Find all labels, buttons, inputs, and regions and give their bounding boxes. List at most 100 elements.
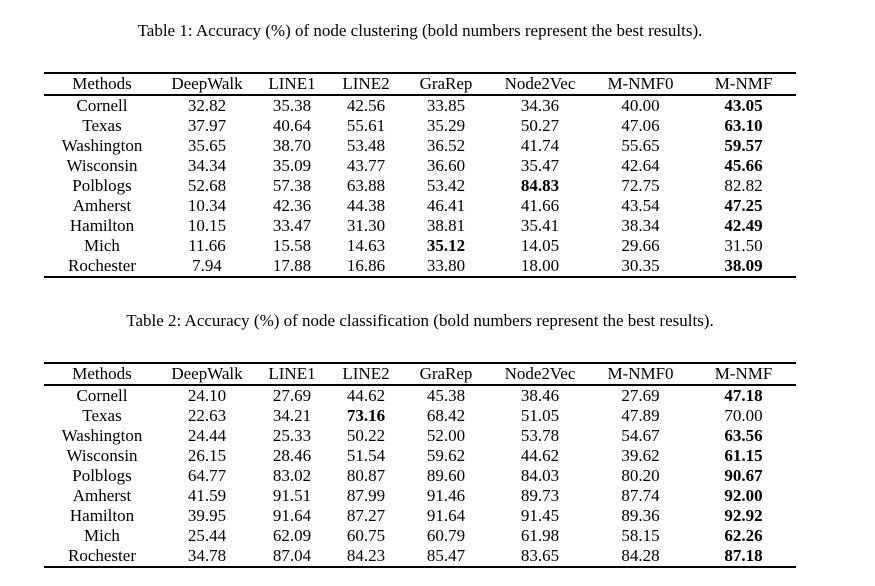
table-1-caption: Table 1: Accuracy (%) of node clustering… xyxy=(137,21,703,40)
value-cell: 27.69 xyxy=(272,386,312,405)
table-row: Wisconsin 34.34 35.09 43.77 36.60 35.47 42.64 4… xyxy=(44,156,796,176)
value-cell: 10.15 xyxy=(187,216,227,235)
value-cell: 85.47 xyxy=(426,546,466,565)
value-cell: 89.36 xyxy=(621,506,660,525)
table-row: Texas 22.63 34.21 73.16 68.42 51.05 47.89 70.00 xyxy=(44,406,796,426)
value-cell: 91.46 xyxy=(426,486,466,505)
table-2-figure: Table 2: Accuracy (%) of node classifica… xyxy=(44,278,796,568)
value-cell: 80.20 xyxy=(621,466,660,485)
value-cell: 34.36 xyxy=(520,96,560,115)
value-cell: 84.03 xyxy=(520,466,560,485)
value-cell: 50.22 xyxy=(346,426,386,445)
value-cell: 33.80 xyxy=(426,256,466,275)
value-cell: 27.69 xyxy=(621,386,660,405)
value-cell: 44.62 xyxy=(520,446,560,465)
value-cell: 82.82 xyxy=(724,176,763,195)
table-row: Polblogs 64.77 83.02 80.87 89.60 84.03 80.20 90… xyxy=(44,466,796,486)
table-row: Polblogs 52.68 57.38 63.88 53.42 84.83 72.75 82… xyxy=(44,176,796,196)
value-cell: 38.34 xyxy=(621,216,660,235)
table-1-body: Cornell 32.82 35.38 42.56 33.85 34.36 40.00 43.… xyxy=(44,95,796,277)
best-value-cell: 90.67 xyxy=(724,466,763,485)
value-cell: 28.46 xyxy=(272,446,312,465)
value-cell: 29.66 xyxy=(621,236,660,255)
best-value-cell: 92.92 xyxy=(724,506,763,525)
value-cell: 37.97 xyxy=(187,116,227,135)
value-cell: 33.47 xyxy=(272,216,312,235)
method-cell: Wisconsin xyxy=(66,446,138,465)
value-cell: 83.65 xyxy=(520,546,560,565)
method-cell: Texas xyxy=(82,406,122,425)
value-cell: 25.33 xyxy=(272,426,312,445)
value-cell: 43.54 xyxy=(621,196,660,215)
best-value-cell: 38.09 xyxy=(724,256,763,275)
best-value-cell: 47.25 xyxy=(724,196,763,215)
best-value-cell: 63.56 xyxy=(724,426,763,445)
best-value-cell: 92.00 xyxy=(724,486,763,505)
table-row: Rochester 34.78 87.04 84.23 85.47 83.65 84.28 8… xyxy=(44,546,796,567)
value-cell: 14.63 xyxy=(346,236,386,255)
method-cell: Cornell xyxy=(76,386,128,405)
method-cell: Polblogs xyxy=(72,466,132,485)
value-cell: 25.44 xyxy=(187,526,227,545)
value-cell: 30.35 xyxy=(621,256,660,275)
value-cell: 72.75 xyxy=(621,176,660,195)
table-1-header: Methods DeepWalk LINE1 LINE2 GraRep Node2Vec M… xyxy=(44,73,796,95)
best-value-cell: 45.66 xyxy=(724,156,763,175)
column-header: GraRep xyxy=(419,364,473,383)
value-cell: 40.00 xyxy=(621,96,660,115)
value-cell: 70.00 xyxy=(724,406,763,425)
value-cell: 24.44 xyxy=(187,426,227,445)
value-cell: 43.77 xyxy=(346,156,386,175)
method-cell: Amherst xyxy=(72,486,132,505)
value-cell: 31.30 xyxy=(346,216,386,235)
value-cell: 38.46 xyxy=(520,386,560,405)
table-row: Amherst 10.34 42.36 44.38 46.41 41.66 43.54 47.… xyxy=(44,196,796,216)
value-cell: 39.62 xyxy=(621,446,660,465)
value-cell: 11.66 xyxy=(188,236,226,255)
column-header: Methods xyxy=(72,74,132,93)
column-header: DeepWalk xyxy=(171,74,243,93)
method-cell: Mich xyxy=(84,236,120,255)
value-cell: 36.60 xyxy=(426,156,466,175)
table-2-body: Cornell 24.10 27.69 44.62 45.38 38.46 27.69 47.… xyxy=(44,385,796,567)
table-row: Washington 35.65 38.70 53.48 36.52 41.74 55.65… xyxy=(44,136,796,156)
table-row: Amherst 41.59 91.51 87.99 91.46 89.73 87.74 92.… xyxy=(44,486,796,506)
value-cell: 89.73 xyxy=(520,486,560,505)
method-cell: Amherst xyxy=(72,196,132,215)
table-row: Hamilton 10.15 33.47 31.30 38.81 35.41 38.34 42… xyxy=(44,216,796,236)
node-classification-table: Methods DeepWalk LINE1 LINE2 GraRep Node2Vec M… xyxy=(44,362,796,568)
method-cell: Texas xyxy=(82,116,122,135)
value-cell: 63.88 xyxy=(346,176,386,195)
value-cell: 24.10 xyxy=(187,386,227,405)
value-cell: 34.34 xyxy=(187,156,227,175)
value-cell: 42.36 xyxy=(272,196,312,215)
column-header: LINE2 xyxy=(342,364,390,383)
best-value-cell: 63.10 xyxy=(724,116,763,135)
value-cell: 62.09 xyxy=(272,526,312,545)
table-row: Mich 11.66 15.58 14.63 35.12 14.05 29.66 31.50 xyxy=(44,236,796,256)
value-cell: 64.77 xyxy=(187,466,227,485)
value-cell: 68.42 xyxy=(426,406,466,425)
value-cell: 34.78 xyxy=(187,546,227,565)
value-cell: 35.29 xyxy=(426,116,466,135)
best-value-cell: 35.12 xyxy=(426,236,466,255)
best-value-cell: 73.16 xyxy=(346,406,386,425)
table-row: Mich 25.44 62.09 60.75 60.79 61.98 58.15 62.26 xyxy=(44,526,796,546)
value-cell: 41.74 xyxy=(520,136,560,155)
value-cell: 14.05 xyxy=(520,236,560,255)
value-cell: 61.98 xyxy=(520,526,560,545)
column-header: M-NMF0 xyxy=(607,74,674,93)
best-value-cell: 62.26 xyxy=(724,526,763,545)
value-cell: 52.00 xyxy=(426,426,466,445)
best-value-cell: 43.05 xyxy=(724,96,763,115)
table-1-figure: Table 1: Accuracy (%) of node clustering… xyxy=(44,0,796,278)
value-cell: 91.45 xyxy=(520,506,560,525)
best-value-cell: 87.18 xyxy=(724,546,763,565)
column-header: DeepWalk xyxy=(171,364,243,383)
best-value-cell: 47.18 xyxy=(724,386,763,405)
value-cell: 87.99 xyxy=(346,486,386,505)
column-header: LINE1 xyxy=(268,364,316,383)
value-cell: 45.38 xyxy=(426,386,466,405)
table-row: Rochester 7.94 17.88 16.86 33.80 18.00 30.35 38… xyxy=(44,256,796,277)
